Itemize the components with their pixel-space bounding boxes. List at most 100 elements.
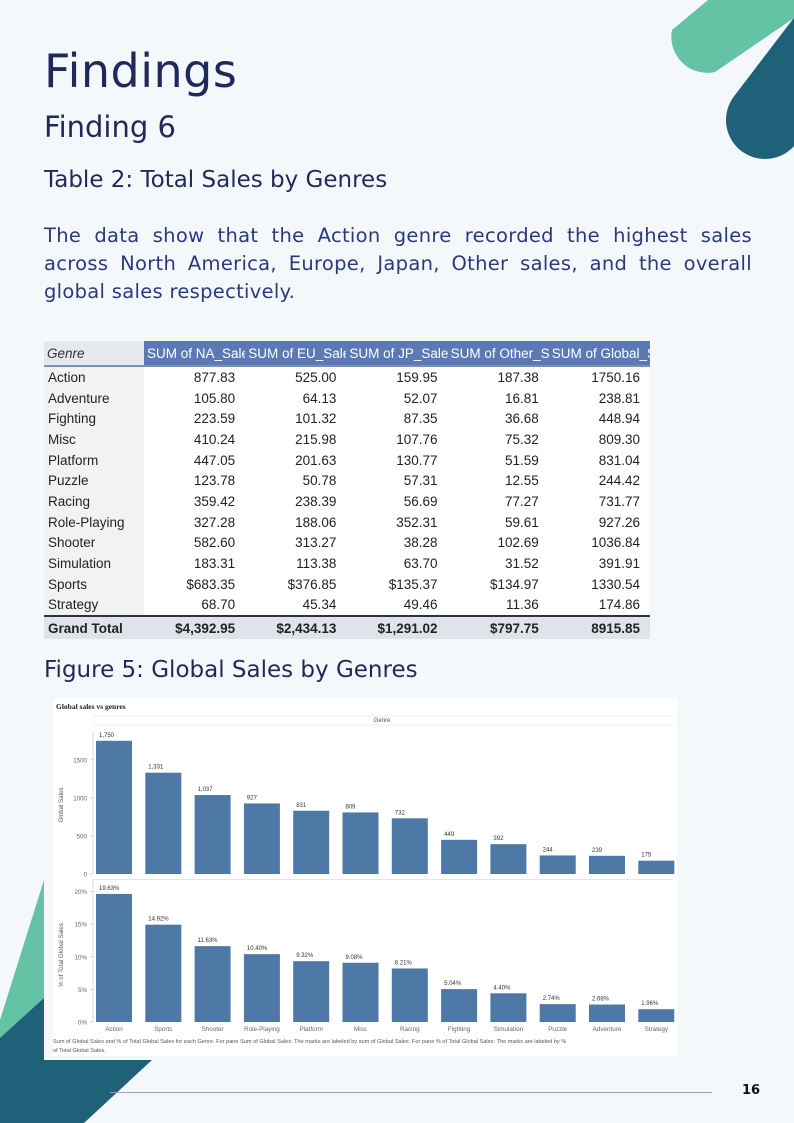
value-cell: 731.77 [598, 493, 640, 509]
bar [539, 1004, 576, 1022]
value-cell: 57.31 [403, 473, 438, 489]
value-cell: 327.28 [193, 514, 236, 530]
figure-heading: Figure 5: Global Sales by Genres [44, 657, 418, 683]
column-header: Genre [374, 718, 391, 724]
chart-svg: Global sales vs genres Genre 0 500 1000 1500 G… [53, 702, 675, 1054]
table-header-row: Genre SUM of NA_Sales SUM of EU_Sales SUM o… [44, 341, 650, 367]
y-axis-label: Global Sales [58, 787, 65, 822]
value-cell: 183.31 [193, 556, 236, 572]
value-cell: 525.00 [295, 369, 337, 385]
value-cell: 101.32 [295, 411, 337, 427]
value-cell: 448.94 [598, 411, 640, 427]
value-cell: $683.35 [186, 576, 236, 592]
bar-value-label: 449 [444, 832, 455, 838]
value-cell: 11.36 [505, 597, 539, 613]
table-header-cell: SUM of EU_Sales [245, 341, 347, 367]
table-row: Misc 410.24 215.98 107.76 75.32 809.30 [44, 429, 650, 450]
value-cell: 174.86 [598, 597, 640, 613]
x-tick-label: Misc [354, 1026, 367, 1033]
value-cell: $1,291.02 [346, 615, 448, 639]
bar-value-label: 10.40% [247, 946, 268, 952]
bar [293, 961, 330, 1022]
table-row: Racing 359.42 238.39 56.69 77.27 731.77 [44, 491, 650, 512]
value-cell: 59.61 [504, 514, 539, 530]
bar-value-label: 9.08% [346, 955, 364, 961]
genre-cell: Shooter [44, 532, 144, 554]
value-cell: 52.07 [403, 390, 438, 406]
bar [342, 962, 379, 1022]
bar-value-label: 1,037 [198, 787, 214, 793]
bar [145, 772, 182, 874]
x-tick-label: Adventure [593, 1026, 622, 1033]
value-cell: 238.81 [598, 390, 640, 406]
table-row: Strategy 68.70 45.34 49.46 11.36 174.86 [44, 594, 650, 617]
genre-cell: Racing [44, 491, 144, 512]
table-row: Platform 447.05 201.63 130.77 51.59 831.04 [44, 449, 650, 471]
value-cell: 56.69 [403, 493, 438, 509]
value-cell: 223.59 [193, 411, 236, 427]
value-cell: $135.37 [388, 576, 438, 592]
table-heading: Table 2: Total Sales by Genres [44, 167, 388, 193]
top-right-decoration [671, 0, 794, 159]
genre-cell: Strategy [44, 594, 144, 617]
table-header-cell: SUM of Other_Sales [447, 341, 549, 367]
bar [638, 1009, 675, 1022]
bar [293, 810, 330, 874]
bar-value-label: 1.96% [641, 1001, 659, 1007]
x-tick-label: Platform [299, 1026, 322, 1033]
value-cell: 107.76 [396, 431, 438, 447]
bar [194, 795, 231, 874]
genre-cell: Grand Total [44, 615, 144, 639]
value-cell: 31.52 [504, 556, 539, 572]
y-tick-label: 5% [78, 987, 87, 994]
value-cell: 49.46 [403, 597, 438, 613]
table-header-cell: Genre [44, 341, 144, 367]
genre-cell: Simulation [44, 553, 144, 574]
value-cell: 352.31 [396, 514, 438, 530]
value-cell: 130.77 [396, 452, 438, 468]
x-tick-label: Role-Playing [244, 1026, 280, 1033]
sales-by-genre-table: Genre SUM of NA_Sales SUM of EU_Sales SUM o… [44, 341, 650, 639]
value-cell: 244.42 [598, 473, 640, 489]
bar [638, 860, 675, 874]
value-cell: 359.42 [193, 493, 236, 509]
bar-value-label: 244 [543, 847, 554, 853]
y-tick-label: 500 [77, 833, 88, 840]
value-cell: 1330.54 [591, 576, 640, 592]
value-cell: $4,392.95 [144, 615, 246, 639]
bar [441, 839, 478, 874]
value-cell: 51.59 [504, 452, 539, 468]
x-tick-label: Simulation [494, 1026, 524, 1033]
x-tick-label: Sports [154, 1026, 172, 1033]
table-header-cell: SUM of JP_Sales [346, 341, 448, 367]
bar-value-label: 732 [395, 810, 406, 816]
bar-value-label: 927 [247, 795, 258, 801]
genre-cell: Action [44, 366, 144, 388]
genre-cell: Puzzle [44, 470, 144, 492]
global-sales-chart: Global sales vs genres Genre 0 500 1000 1500 G… [53, 699, 677, 1056]
genre-cell: Role-Playing [44, 511, 144, 533]
bar-value-label: 5.04% [444, 981, 462, 987]
value-cell: 12.55 [504, 473, 539, 489]
bar [391, 818, 428, 874]
value-cell: $797.75 [447, 615, 549, 639]
y-tick-label: 10% [75, 954, 88, 961]
bar [490, 844, 527, 874]
y-axis-label: % of Total Global Sales [58, 923, 65, 987]
chart-title: Global sales vs genres [56, 702, 126, 711]
table-row: Adventure 105.80 64.13 52.07 16.81 238.81 [44, 387, 650, 409]
value-cell: 188.06 [295, 514, 337, 530]
bar [539, 855, 576, 874]
bar [490, 993, 527, 1022]
genre-cell: Misc [44, 429, 144, 450]
bar [589, 1004, 625, 1022]
x-tick-label: Fighting [448, 1026, 471, 1033]
bar-value-label: 14.92% [148, 917, 169, 923]
table-row: Fighting 223.59 101.32 87.35 36.68 448.94 [44, 408, 650, 430]
bar-value-label: 11.63% [198, 938, 219, 944]
value-cell: 75.32 [504, 431, 539, 447]
value-cell: 45.34 [302, 597, 337, 613]
bar-value-label: 9.32% [296, 953, 314, 959]
value-cell: 809.30 [598, 431, 640, 447]
table-row: Shooter 582.60 313.27 38.28 102.69 1036.84 [44, 532, 650, 554]
